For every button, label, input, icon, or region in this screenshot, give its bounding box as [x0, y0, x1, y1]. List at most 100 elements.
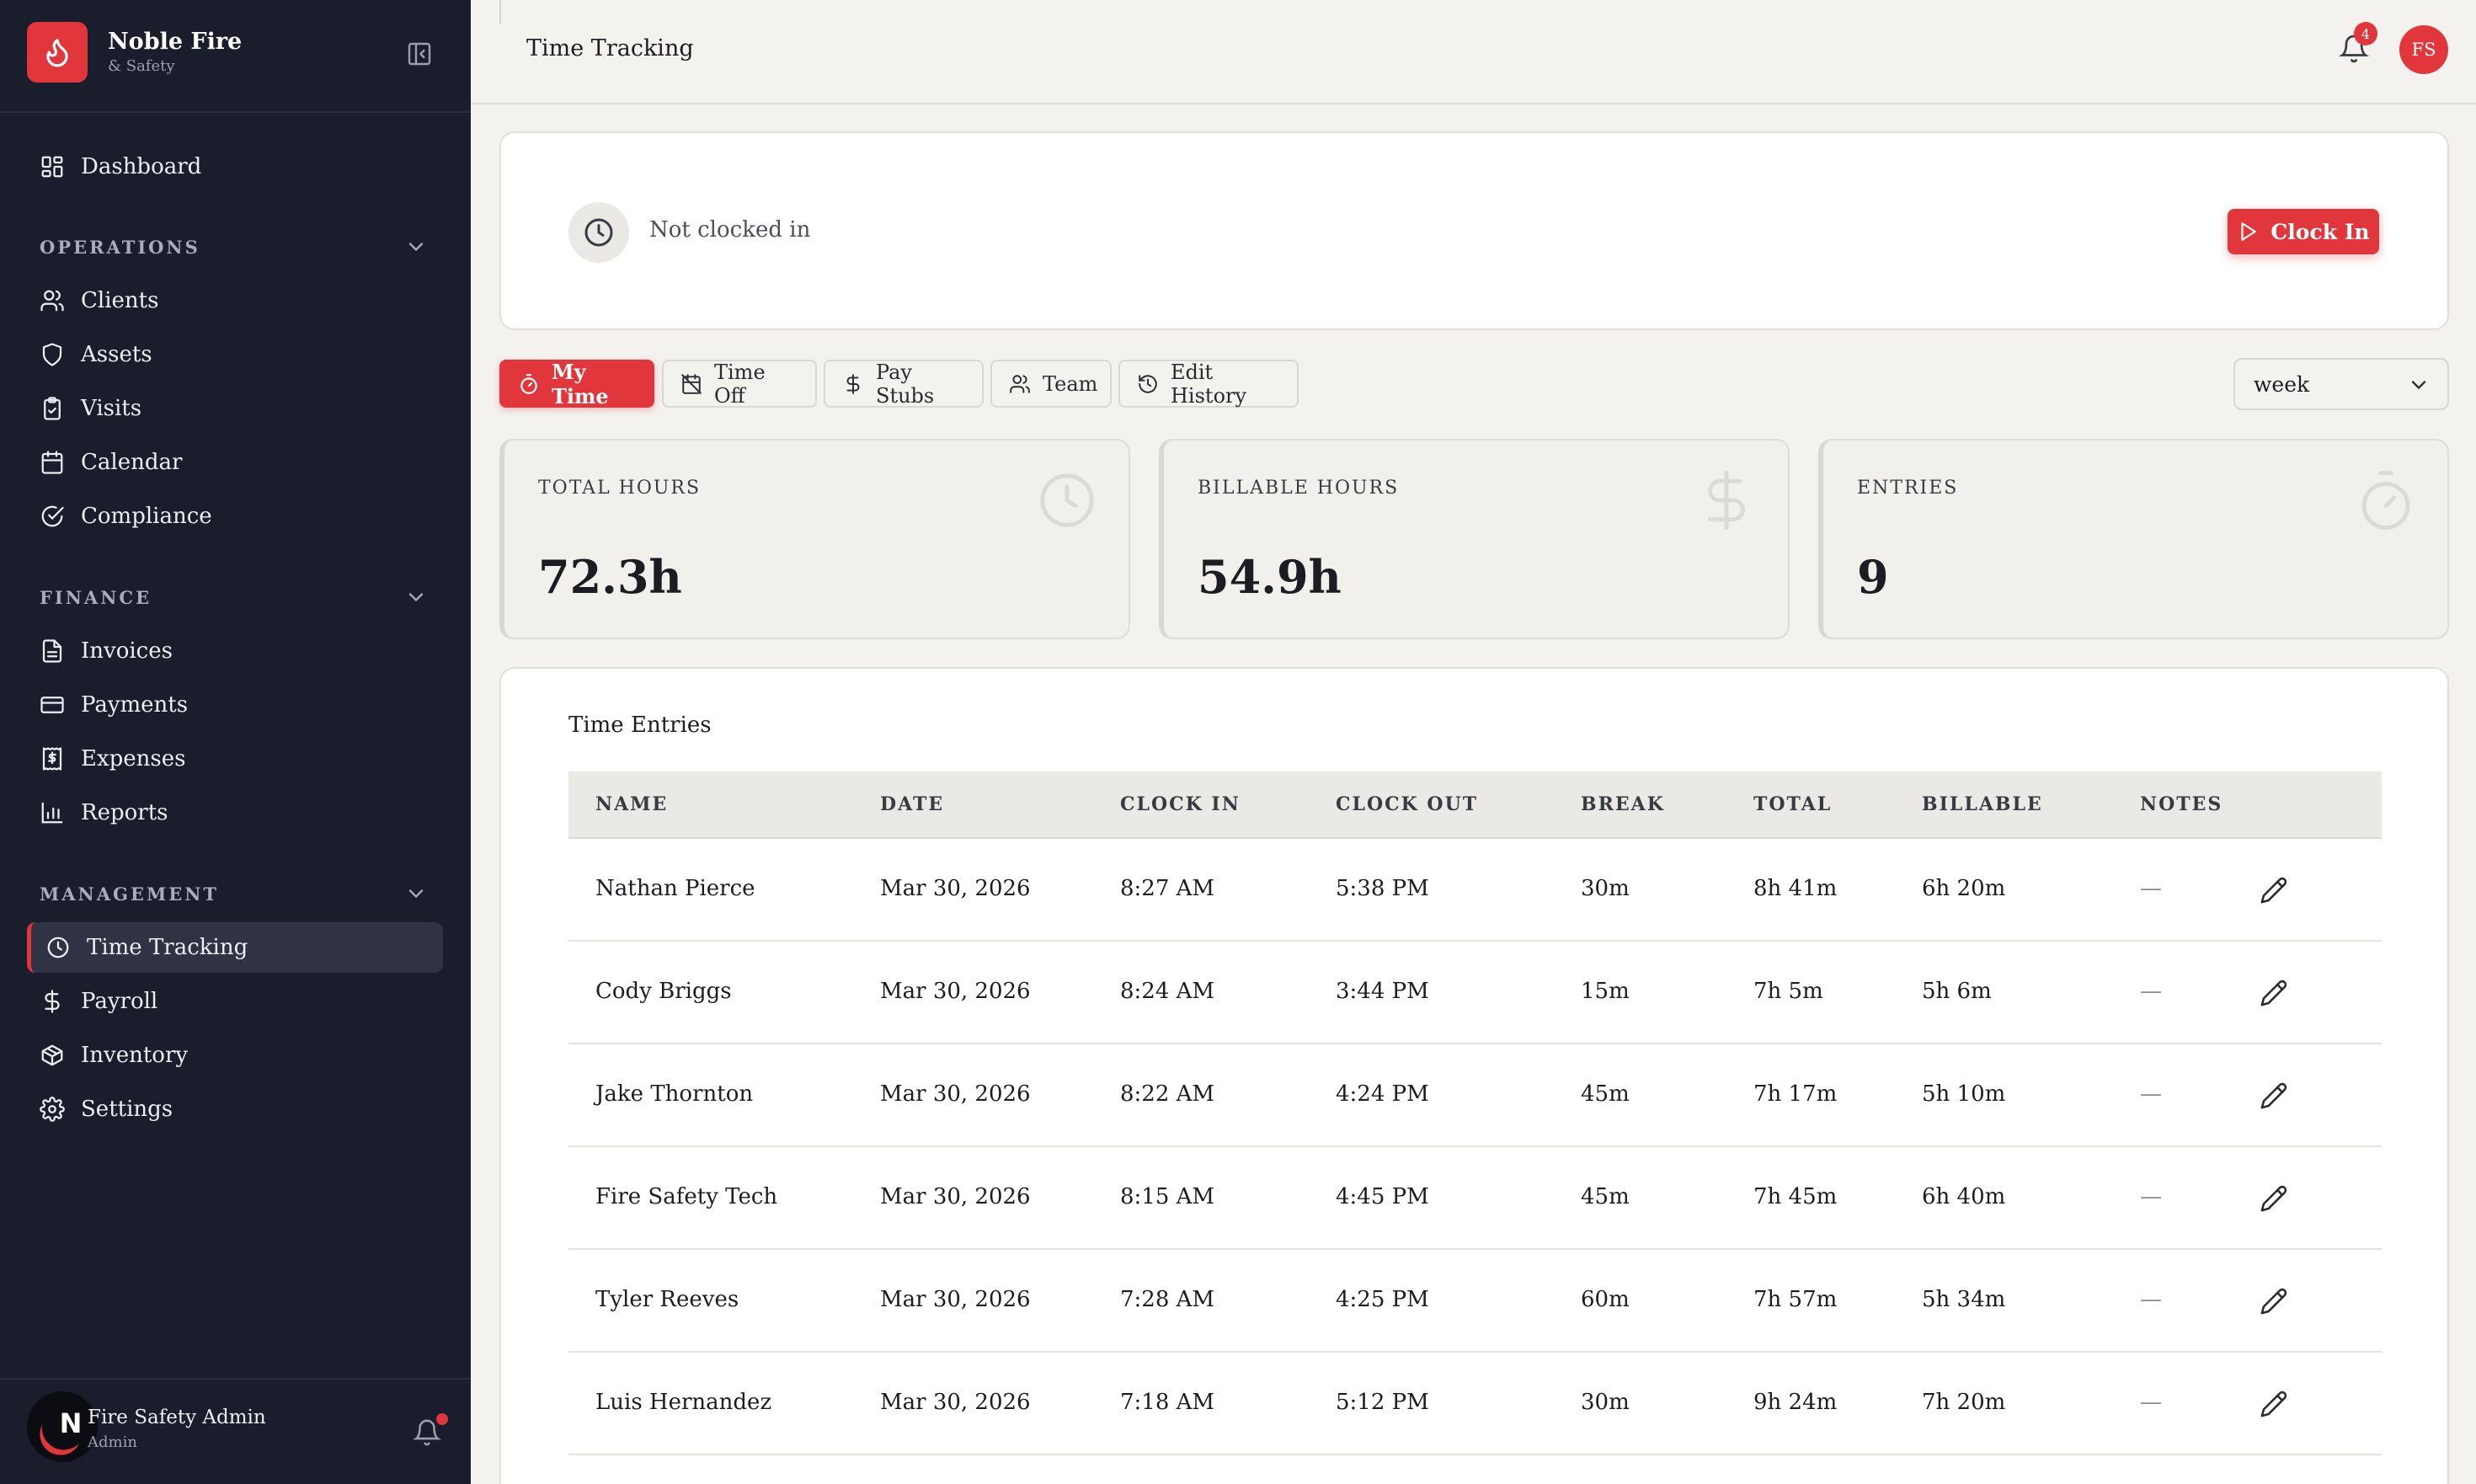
- clock-out-cell: 5:38 PM: [1336, 876, 1429, 901]
- stat-label: ENTRIES: [1857, 478, 1959, 499]
- stat-label: BILLABLE HOURS: [1198, 478, 1400, 499]
- name-cell: Luis Hernandez: [595, 1390, 772, 1415]
- avatar[interactable]: N: [27, 1391, 98, 1462]
- name-cell: Jake Thornton: [595, 1081, 754, 1107]
- tab-label: Team: [1043, 371, 1098, 396]
- clock-icon: [45, 934, 72, 961]
- section-label-finance: FINANCE: [40, 587, 152, 608]
- billable-cell: 5h 34m: [1922, 1287, 2006, 1312]
- sidebar-item-reports[interactable]: Reports: [27, 787, 443, 838]
- pencil-icon[interactable]: [2260, 876, 2288, 908]
- table-row[interactable]: Jake Thornton Mar 30, 2026 8:22 AM 4:24 PM 4…: [568, 1044, 2382, 1147]
- pencil-icon[interactable]: [2260, 1287, 2288, 1319]
- clock-in-button[interactable]: Clock In: [2228, 209, 2379, 254]
- tab-time-off[interactable]: Time Off: [662, 360, 817, 408]
- period-select-value: week: [2254, 371, 2310, 397]
- tab-edit-history[interactable]: Edit History: [1118, 360, 1299, 408]
- sidebar-item-visits[interactable]: Visits: [27, 383, 443, 434]
- notification-dot: [436, 1413, 448, 1425]
- gear-icon: [39, 1096, 66, 1123]
- table-row[interactable]: Cody Briggs Mar 30, 2026 8:24 AM 3:44 PM 15m…: [568, 942, 2382, 1044]
- pencil-icon[interactable]: [2260, 1184, 2288, 1216]
- brand-name: Noble Fire: [108, 29, 243, 55]
- sidebar-item-invoices[interactable]: Invoices: [27, 626, 443, 676]
- stat-value: 9: [1857, 550, 1889, 604]
- calendar-icon: [39, 449, 66, 476]
- calendar-off-icon: [680, 373, 702, 395]
- column-header[interactable]: DATE: [880, 793, 945, 815]
- sidebar-item-time-tracking[interactable]: Time Tracking: [27, 922, 443, 973]
- grid-icon: [39, 153, 66, 180]
- sidebar-item-label: Settings: [81, 1097, 173, 1122]
- column-header[interactable]: NOTES: [2140, 793, 2223, 815]
- tab-team[interactable]: Team: [990, 360, 1112, 408]
- sidebar-collapse-icon[interactable]: [406, 40, 433, 67]
- period-select[interactable]: week: [2233, 358, 2449, 410]
- column-header[interactable]: TOTAL: [1753, 793, 1833, 815]
- sidebar-item-assets[interactable]: Assets: [27, 329, 443, 380]
- top-header: Time Tracking 4 FS: [471, 0, 2476, 104]
- sidebar-item-settings[interactable]: Settings: [27, 1084, 443, 1134]
- stat-value: 72.3h: [538, 550, 682, 604]
- column-header[interactable]: CLOCK IN: [1120, 793, 1241, 815]
- sidebar-item-inventory[interactable]: Inventory: [27, 1030, 443, 1081]
- play-icon: [2237, 221, 2259, 243]
- billable-cell: 7h 20m: [1922, 1390, 2006, 1415]
- clock-out-cell: 4:24 PM: [1336, 1081, 1429, 1107]
- total-cell: 7h 5m: [1753, 979, 1823, 1004]
- clock-in-label: Clock In: [2271, 219, 2370, 244]
- clock-in-cell: 8:24 AM: [1120, 979, 1215, 1004]
- table-row[interactable]: Nathan Pierce Mar 30, 2026 8:27 AM 5:38 PM 3…: [568, 839, 2382, 942]
- table-row[interactable]: Luis Hernandez Mar 30, 2026 7:18 AM 5:12 PM…: [568, 1353, 2382, 1455]
- column-header[interactable]: CLOCK OUT: [1336, 793, 1479, 815]
- column-header[interactable]: NAME: [595, 793, 669, 815]
- tab-my-time[interactable]: My Time: [499, 360, 654, 408]
- sidebar-item-dashboard[interactable]: Dashboard: [27, 141, 443, 192]
- pencil-icon[interactable]: [2260, 1390, 2288, 1422]
- table-header: NAME DATE CLOCK IN CLOCK OUT BREAK TOTAL…: [568, 771, 2382, 839]
- break-cell: 30m: [1581, 876, 1630, 901]
- column-header[interactable]: BILLABLE: [1922, 793, 2043, 815]
- date-cell: Mar 30, 2026: [880, 1390, 1031, 1415]
- column-header[interactable]: BREAK: [1581, 793, 1665, 815]
- total-cell: 7h 57m: [1753, 1287, 1838, 1312]
- notes-cell: —: [2140, 979, 2162, 1004]
- sidebar-item-label: Payments: [81, 692, 189, 718]
- tab-pay-stubs[interactable]: Pay Stubs: [824, 360, 984, 408]
- chevron-down-icon: [2407, 373, 2431, 402]
- sidebar-item-payments[interactable]: Payments: [27, 680, 443, 730]
- chevron-down-icon[interactable]: [404, 882, 428, 905]
- chevron-down-icon[interactable]: [404, 585, 428, 609]
- sidebar-item-expenses[interactable]: Expenses: [27, 734, 443, 784]
- table-row[interactable]: Fire Safety Tech Mar 30, 2026 8:15 AM 4:45 …: [568, 1147, 2382, 1250]
- billable-cell: 5h 6m: [1922, 979, 1992, 1004]
- total-cell: 7h 45m: [1753, 1184, 1838, 1209]
- sidebar-item-label: Payroll: [81, 989, 158, 1014]
- clock-in-cell: 8:22 AM: [1120, 1081, 1215, 1107]
- tab-label: My Time: [552, 359, 609, 408]
- chevron-down-icon[interactable]: [404, 235, 428, 259]
- clock-out-cell: 3:44 PM: [1336, 979, 1429, 1004]
- pencil-icon[interactable]: [2260, 979, 2288, 1011]
- pencil-icon[interactable]: [2260, 1081, 2288, 1113]
- brand[interactable]: Noble Fire & Safety: [27, 22, 242, 83]
- table-body: Nathan Pierce Mar 30, 2026 8:27 AM 5:38 PM 3…: [568, 839, 2382, 1455]
- notification-badge: 4: [2354, 22, 2377, 45]
- sidebar-item-payroll[interactable]: Payroll: [27, 976, 443, 1027]
- break-cell: 45m: [1581, 1184, 1630, 1209]
- avatar[interactable]: FS: [2399, 25, 2448, 74]
- sidebar-divider: [0, 111, 471, 113]
- table-row[interactable]: Tyler Reeves Mar 30, 2026 7:28 AM 4:25 PM 60…: [568, 1250, 2382, 1353]
- sidebar-item-calendar[interactable]: Calendar: [27, 437, 443, 488]
- sidebar-item-compliance[interactable]: Compliance: [27, 491, 443, 542]
- file-text-icon: [39, 638, 66, 665]
- total-cell: 9h 24m: [1753, 1390, 1838, 1415]
- break-cell: 60m: [1581, 1287, 1630, 1312]
- sidebar-item-clients[interactable]: Clients: [27, 275, 443, 326]
- users-icon: [1009, 373, 1031, 395]
- clock-out-cell: 4:25 PM: [1336, 1287, 1429, 1312]
- stat-card-total-hours: TOTAL HOURS 72.3h: [499, 439, 1130, 639]
- page-title: Time Tracking: [526, 35, 694, 61]
- clock-in-cell: 8:15 AM: [1120, 1184, 1215, 1209]
- bell-icon[interactable]: [413, 1418, 441, 1447]
